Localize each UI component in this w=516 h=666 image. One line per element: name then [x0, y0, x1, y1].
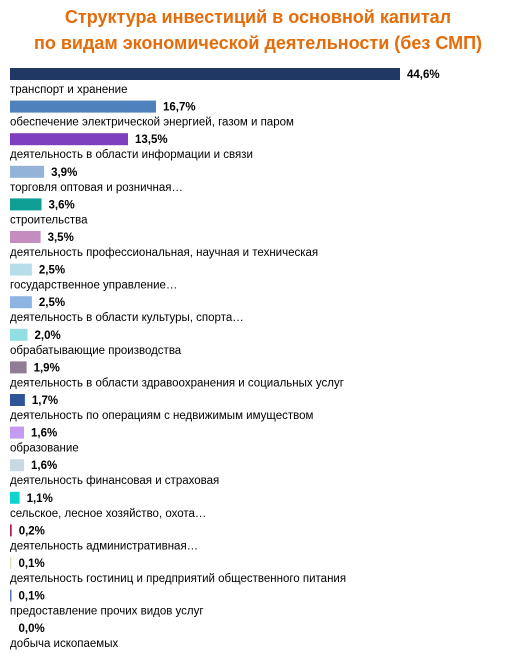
category-label-2: обеспечение электрической энергией, газо…	[10, 117, 294, 129]
bar-6	[10, 231, 41, 243]
value-label-8: 2,5%	[39, 297, 65, 309]
bar-9	[10, 328, 28, 341]
category-label-6: деятельность профессиональная, научная и…	[10, 247, 318, 259]
value-label-6: 3,5%	[48, 232, 74, 244]
bar-16	[10, 557, 12, 569]
category-label-10: деятельность в области здравоохранения и…	[10, 377, 344, 389]
category-label-14: сельское, лесное хозяйство, охота…	[10, 508, 206, 520]
value-label-4: 3,9%	[51, 167, 77, 179]
value-label-13: 1,6%	[31, 460, 57, 472]
chart-title: Структура инвестиций в основной капитал …	[0, 4, 516, 56]
category-label-12: образование	[10, 443, 79, 455]
bar-10	[10, 361, 27, 374]
bar-18	[10, 622, 12, 635]
category-label-13: деятельность финансовая и страховая	[10, 475, 219, 487]
chart-title-line-1: Структура инвестиций в основной капитал	[64, 7, 452, 27]
bar-17	[10, 589, 12, 602]
bar-12	[10, 426, 24, 439]
category-label-8: деятельность в области культуры, спорта…	[10, 312, 244, 324]
value-label-17: 0,1%	[19, 591, 45, 603]
chart-title-line-2: по видам экономической деятельности (без…	[33, 33, 483, 53]
bar-8	[10, 296, 32, 309]
value-label-12: 1,6%	[31, 428, 57, 440]
value-label-3: 13,5%	[135, 134, 168, 146]
bar-11	[10, 394, 25, 406]
value-label-14: 1,1%	[27, 493, 53, 505]
category-label-15: деятельность административная…	[10, 540, 198, 552]
category-label-3: деятельность в области информации и связ…	[10, 149, 253, 161]
value-label-7: 2,5%	[39, 265, 65, 277]
bar-2	[10, 100, 156, 113]
value-label-1: 44,6%	[407, 69, 440, 81]
category-label-16: деятельность гостиниц и предприятий обще…	[10, 573, 346, 585]
value-label-15: 0,2%	[19, 525, 45, 537]
category-label-11: деятельность по операциям с недвижимым и…	[10, 410, 314, 422]
value-label-2: 16,7%	[163, 102, 196, 114]
bar-4	[10, 165, 45, 178]
value-label-11: 1,7%	[32, 395, 58, 407]
value-label-5: 3,6%	[49, 199, 75, 211]
bar-14	[10, 491, 20, 504]
bar-5	[10, 198, 42, 211]
value-label-10: 1,9%	[34, 362, 60, 374]
value-label-9: 2,0%	[35, 330, 61, 342]
bar-13	[10, 459, 24, 472]
category-label-9: обрабатывающие производства	[10, 345, 182, 357]
category-label-18: добыча ископаемых	[10, 638, 118, 650]
category-label-7: государственное управление…	[10, 280, 177, 292]
value-label-16: 0,1%	[19, 558, 45, 570]
category-label-5: строительства	[10, 214, 88, 226]
category-label-4: торговля оптовая и розничная…	[10, 182, 183, 194]
category-label-17: предоставление прочих видов услуг	[10, 606, 204, 618]
bar-3	[10, 133, 128, 146]
value-label-18: 0,0%	[19, 623, 45, 635]
bar-15	[10, 524, 12, 537]
bar-1	[10, 68, 400, 80]
bar-7	[10, 263, 32, 276]
category-label-1: транспорт и хранение	[10, 84, 127, 96]
